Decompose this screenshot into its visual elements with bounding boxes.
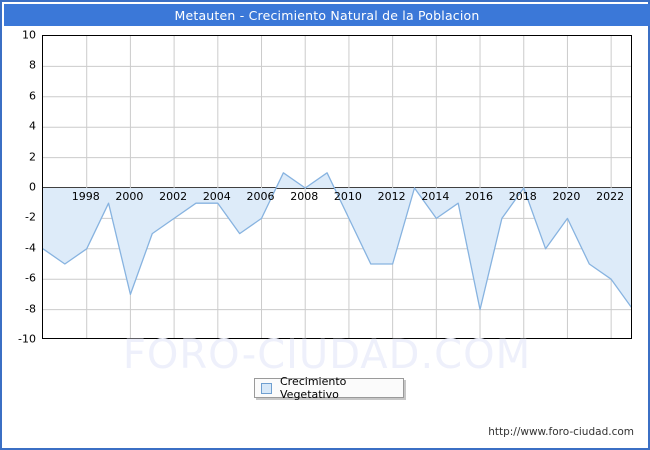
source-url[interactable]: http://www.foro-ciudad.com xyxy=(488,426,634,438)
plot-area-wrapper xyxy=(42,35,632,339)
y-axis-tick-label: 10 xyxy=(22,28,36,42)
y-axis-tick-label: -6 xyxy=(25,271,36,285)
chart-legend[interactable]: Crecimiento Vegetativo xyxy=(254,375,404,401)
y-axis-tick-label: 4 xyxy=(29,119,36,133)
y-axis-tick-label: 2 xyxy=(29,150,36,164)
y-axis-tick-label: -10 xyxy=(18,332,36,346)
y-axis-tick-label: -4 xyxy=(25,241,36,255)
legend-label: Crecimiento Vegetativo xyxy=(280,375,347,401)
window-title-bar: Metauten - Crecimiento Natural de la Pob… xyxy=(4,4,650,26)
area-chart-svg xyxy=(43,36,631,338)
y-axis-tick-label: 0 xyxy=(29,180,36,194)
plot-area xyxy=(42,35,632,339)
page-title: Metauten - Crecimiento Natural de la Pob… xyxy=(174,7,480,23)
legend-swatch-icon xyxy=(261,382,272,394)
y-axis-tick-label: 6 xyxy=(29,89,36,103)
y-axis-tick-label: 8 xyxy=(29,58,36,72)
y-axis-labels: -10 -8 -6 -4 -2 0 2 4 6 8 10 xyxy=(2,29,650,346)
y-axis-tick-label: -8 xyxy=(25,302,36,316)
watermark: FORO-CIUDAD.COM xyxy=(122,332,532,378)
y-axis-tick-label: -2 xyxy=(25,210,36,224)
